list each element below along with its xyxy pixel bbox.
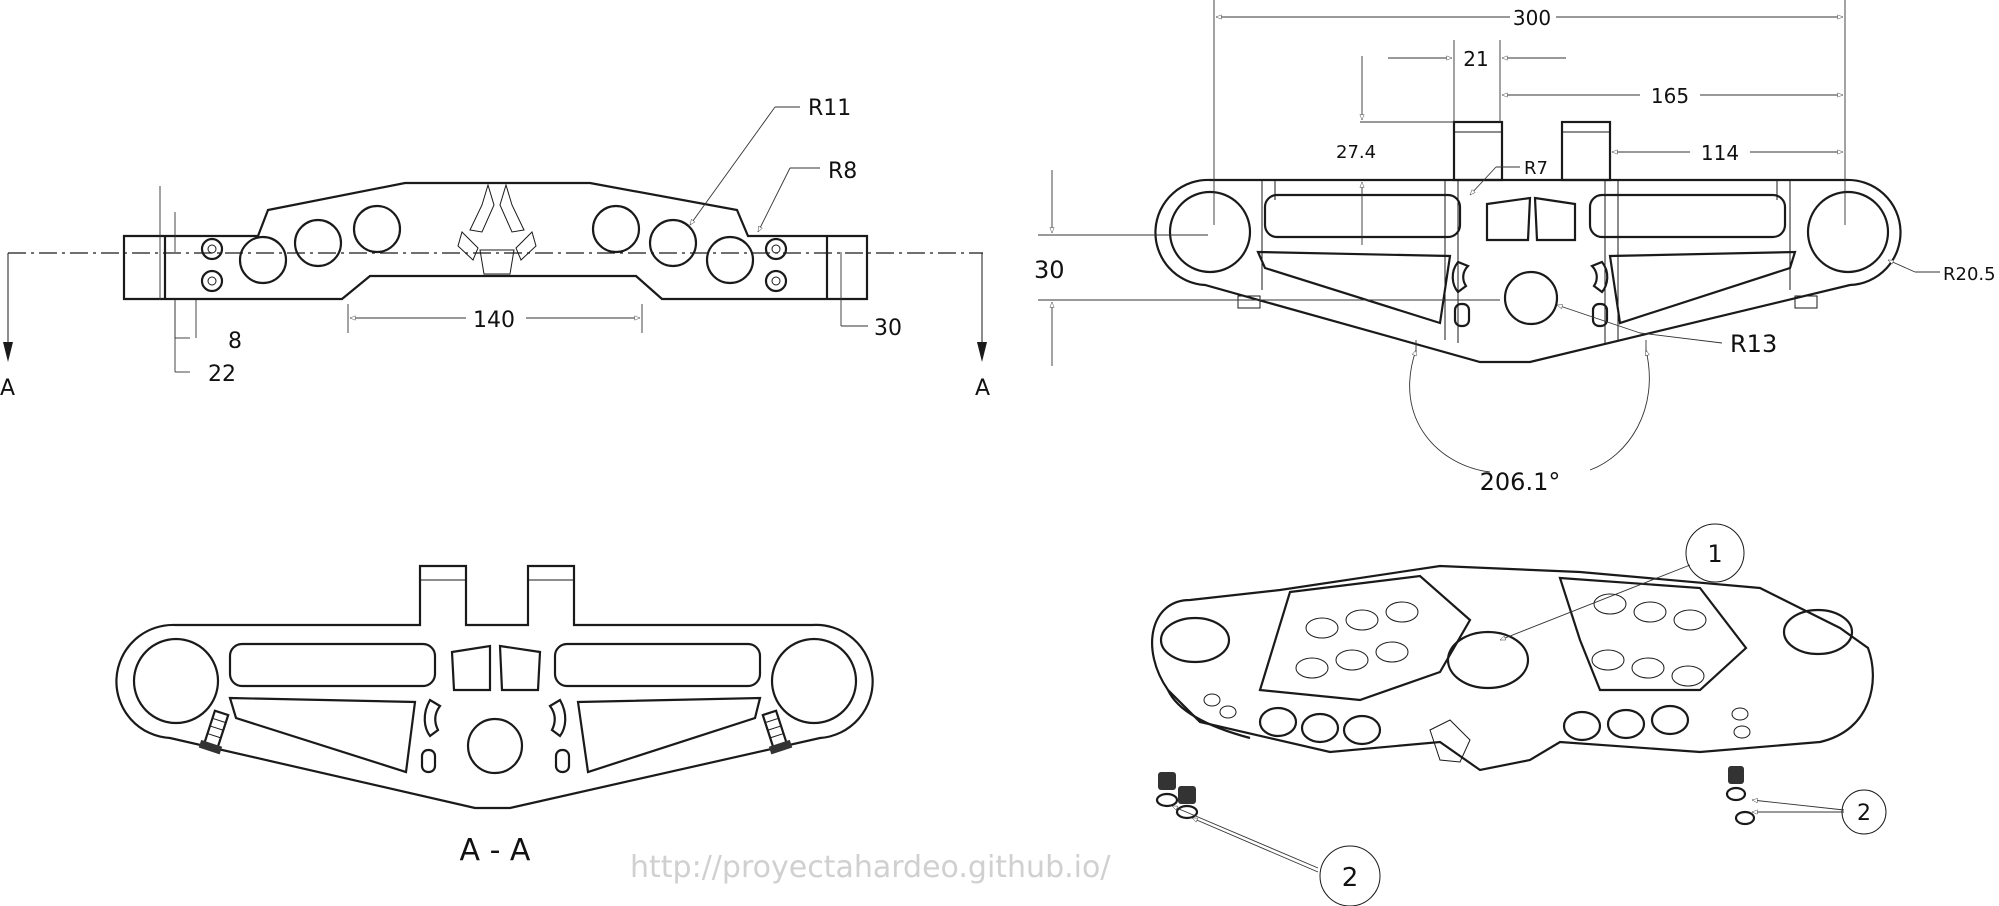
dim-27-4: 27.4: [1336, 142, 1376, 163]
section-label-left: A: [0, 376, 15, 401]
dim-angle: 206.1°: [1480, 468, 1561, 496]
dim-r13: R13: [1730, 330, 1777, 358]
dim-r7: R7: [1524, 158, 1548, 179]
dim-21: 21: [1463, 47, 1488, 71]
watermark-url: http://proyectahardeo.github.io/: [630, 850, 1111, 885]
front-view-outline: [1154, 178, 1902, 364]
dim-300: 300: [1513, 6, 1551, 30]
dim-22: 22: [208, 362, 236, 387]
balloon-2-right: [1841, 789, 1887, 835]
front-view: 300 21 165 114 27.4 R7 30 R20.5 R13: [1034, 0, 1996, 496]
dim-30-front: 30: [1034, 256, 1065, 284]
dim-30-top: 30: [874, 316, 902, 341]
dim-r8: R8: [828, 159, 857, 184]
top-view: 140 8 22 30 R11 R8 A A: [0, 96, 990, 401]
dim-140: 140: [473, 308, 515, 333]
dim-114: 114: [1701, 141, 1739, 165]
balloon-2-bottom-label: 2: [1342, 863, 1359, 893]
section-view: A - A: [115, 564, 874, 868]
dim-8: 8: [228, 329, 242, 354]
section-outline: [115, 564, 874, 810]
section-label-right: A: [975, 376, 990, 401]
dim-r20-5: R20.5: [1943, 264, 1996, 285]
dim-165: 165: [1651, 84, 1689, 108]
dim-r11: R11: [808, 96, 851, 121]
logo-emblem: [457, 183, 537, 275]
section-title: A - A: [460, 833, 531, 868]
top-view-outline: [122, 181, 869, 301]
balloon-1: [1685, 523, 1745, 583]
balloon-1-label: 1: [1707, 540, 1722, 568]
isometric-view: 1 2 2: [1151, 523, 1887, 906]
balloon-2-right-label: 2: [1857, 801, 1871, 826]
balloon-2-bottom: [1319, 845, 1381, 906]
